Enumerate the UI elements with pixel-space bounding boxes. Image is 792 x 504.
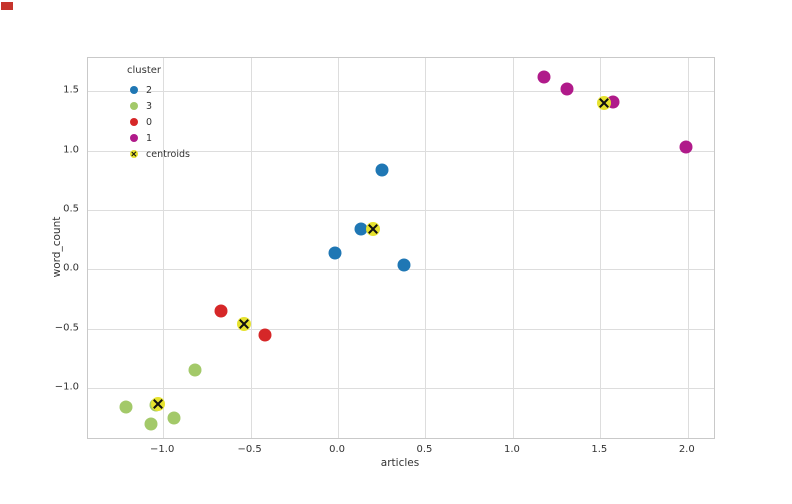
y-tick-label: 1.0 bbox=[63, 144, 79, 156]
gridline-horizontal bbox=[88, 210, 714, 211]
scatter-point-cluster-0 bbox=[214, 304, 228, 318]
legend-item-label: 2 bbox=[146, 84, 153, 96]
legend-title: cluster bbox=[127, 65, 162, 76]
x-tick-label: 0.5 bbox=[416, 444, 433, 455]
legend-item-label: 3 bbox=[146, 100, 153, 112]
centroid-marker bbox=[236, 317, 251, 331]
scatter-point-cluster-0 bbox=[258, 328, 272, 342]
legend-dot-icon bbox=[130, 86, 138, 94]
gridline-vertical bbox=[163, 58, 165, 438]
legend-item-label: 1 bbox=[146, 132, 153, 144]
x-tick-label: −0.5 bbox=[237, 444, 262, 455]
centroid-marker bbox=[366, 222, 381, 236]
gridline-horizontal bbox=[88, 91, 714, 93]
legend-item: centroids bbox=[126, 146, 190, 162]
scatter-point-cluster-1 bbox=[560, 82, 574, 96]
y-tick-label: 0.5 bbox=[63, 203, 79, 215]
gridline-vertical bbox=[687, 58, 689, 438]
scatter-point-cluster-2 bbox=[328, 246, 342, 260]
scatter-point-cluster-3 bbox=[188, 363, 202, 377]
legend-item: 2 bbox=[126, 82, 190, 98]
legend-dot-icon bbox=[130, 118, 138, 126]
centroid-marker bbox=[150, 396, 165, 411]
x-tick-label: −1.0 bbox=[150, 444, 175, 455]
x-axis-label: articles bbox=[380, 457, 420, 469]
gridline-vertical bbox=[600, 58, 602, 438]
scatter-point-cluster-2 bbox=[354, 222, 368, 236]
gridline-vertical bbox=[250, 58, 252, 438]
x-tick-label: 1.0 bbox=[503, 444, 520, 455]
y-tick-label: −0.5 bbox=[54, 322, 79, 334]
gridline-horizontal bbox=[88, 328, 714, 330]
plot-area: cluster 2 3 0 1 centroids bbox=[87, 57, 715, 439]
legend-x-icon bbox=[130, 150, 138, 158]
legend-dot-icon bbox=[130, 134, 138, 142]
scatter-point-cluster-3 bbox=[119, 400, 133, 414]
scatter-point-cluster-1 bbox=[679, 140, 693, 154]
legend-dot-icon bbox=[130, 102, 138, 110]
scatter-point-cluster-1 bbox=[537, 70, 551, 84]
scatter-point-cluster-2 bbox=[397, 258, 411, 272]
scatter-point-cluster-3 bbox=[167, 411, 181, 425]
legend-item-label: 0 bbox=[146, 116, 153, 128]
scatter-point-cluster-2 bbox=[375, 163, 389, 177]
gridline-horizontal bbox=[88, 150, 714, 152]
x-tick-label: 2.0 bbox=[678, 444, 695, 455]
y-tick-label: −1.0 bbox=[54, 381, 79, 393]
y-tick-label: 1.5 bbox=[63, 84, 79, 96]
x-tick-label: 0.0 bbox=[329, 444, 345, 455]
legend-item: 0 bbox=[126, 114, 190, 130]
scatter-point-cluster-3 bbox=[144, 417, 158, 431]
legend-item: 3 bbox=[126, 98, 190, 114]
red-corner-mark bbox=[1, 2, 13, 10]
x-tick-label: 1.5 bbox=[591, 444, 608, 455]
legend-items: 2 3 0 1 centroids bbox=[126, 82, 190, 162]
centroid-marker bbox=[596, 96, 611, 111]
legend: cluster 2 3 0 1 centroids bbox=[126, 64, 190, 162]
gridline-horizontal bbox=[88, 388, 714, 390]
legend-item-label: centroids bbox=[146, 148, 190, 160]
gridline-vertical bbox=[425, 58, 427, 438]
legend-item: 1 bbox=[126, 130, 190, 146]
gridline-vertical bbox=[512, 58, 514, 438]
y-tick-label: 0.0 bbox=[63, 262, 79, 274]
